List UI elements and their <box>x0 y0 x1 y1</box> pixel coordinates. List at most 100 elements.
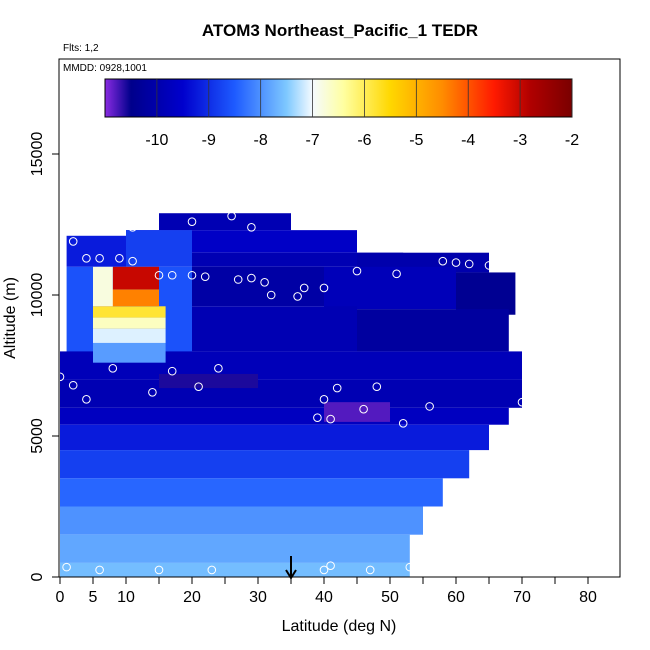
observation-point <box>148 387 157 397</box>
y-tick-label: 0 <box>29 572 46 581</box>
heatmap-cell <box>60 379 522 408</box>
observation-point <box>425 402 434 411</box>
plot-frame <box>58 58 621 578</box>
observation-point <box>68 237 78 246</box>
heatmap-cells <box>60 213 522 577</box>
observation-point <box>517 397 527 407</box>
heatmap-cell <box>93 317 166 329</box>
colorbar-gradient <box>104 78 573 118</box>
observation-point <box>247 223 256 232</box>
colorbar-tick-label: -8 <box>254 132 268 149</box>
colorbar-tick-label: -3 <box>513 132 527 149</box>
heatmap-cell <box>60 534 410 563</box>
heatmap-cell <box>93 266 113 307</box>
observation-point <box>504 262 514 272</box>
chart-title: ATOM3 Northeast_Pacific_1 TEDR <box>202 21 478 40</box>
marker-arrow-head <box>285 569 297 580</box>
observation-point <box>167 366 177 376</box>
x-tick-label: 40 <box>315 589 333 606</box>
flights-label: Flts: 1,2 <box>63 43 99 54</box>
x-tick-label: 70 <box>513 589 531 606</box>
observation-point <box>82 395 91 404</box>
heatmap-cell <box>60 506 423 535</box>
observation-point <box>266 290 276 300</box>
observation-point <box>451 258 461 267</box>
observation-point <box>438 256 448 266</box>
observation-point <box>55 372 65 382</box>
heatmap-cell <box>159 373 258 389</box>
observation-point <box>372 382 382 391</box>
observation-point <box>392 269 401 279</box>
heatmap-cell <box>60 424 489 451</box>
heatmap-cell <box>456 272 516 315</box>
observation-point <box>62 562 71 572</box>
heatmap-cell <box>93 342 166 363</box>
x-tick-label: 30 <box>249 589 267 606</box>
heatmap-cell <box>93 328 166 343</box>
observation-point <box>464 259 474 269</box>
x-tick-label: 20 <box>183 589 201 606</box>
observation-point <box>319 565 329 575</box>
x-tick-label: 10 <box>117 589 135 606</box>
heatmap-cell <box>324 402 390 422</box>
x-tick-label: 80 <box>579 589 597 606</box>
colorbar-tick-label: -2 <box>565 132 579 149</box>
x-tick-label: 0 <box>56 589 65 606</box>
heatmap-cell <box>159 213 291 231</box>
heatmap-cell <box>60 562 410 577</box>
observation-point <box>352 266 362 276</box>
heatmap-cell <box>60 407 509 425</box>
observation-point <box>128 223 137 232</box>
colorbar-tick-label: -4 <box>461 132 475 149</box>
observation-point <box>115 254 124 263</box>
heatmap-cell <box>126 230 192 267</box>
observation-point <box>319 395 329 404</box>
heatmap-cell <box>99 289 159 307</box>
observation-point <box>293 292 302 301</box>
colorbar-tick-label: -7 <box>305 132 319 149</box>
observation-point <box>194 382 203 391</box>
x-tick-label: 60 <box>447 589 465 606</box>
heatmap-cell <box>357 309 509 352</box>
observation-point <box>484 261 494 270</box>
observation-point <box>405 562 415 572</box>
colorbar-tick-label: -9 <box>202 132 216 149</box>
y-axis-label: Altitude (m) <box>2 277 19 359</box>
observation-point <box>313 413 322 422</box>
x-axis-label: Latitude (deg N) <box>282 618 397 635</box>
heatmap-cell <box>112 266 159 290</box>
heatmap-cell <box>192 306 357 352</box>
heatmap-cell <box>60 450 470 479</box>
observation-point <box>187 217 197 226</box>
heatmap-cell <box>93 306 166 318</box>
observation-point <box>108 364 118 373</box>
heatmap-cell <box>66 235 126 267</box>
observation-point <box>359 404 368 414</box>
observation-points <box>55 211 527 575</box>
observation-point <box>167 270 177 280</box>
heatmap-cell <box>60 478 443 507</box>
observation-point <box>207 565 217 575</box>
observation-point <box>95 254 104 263</box>
y-tick-label: 15000 <box>29 132 46 177</box>
observation-point <box>299 283 309 293</box>
observation-point <box>82 254 91 263</box>
observation-point <box>200 272 210 281</box>
colorbar-tick-label: -10 <box>145 132 168 149</box>
colorbar-tick-label: -6 <box>357 132 371 149</box>
colorbar: -10 -9 -8 -7 -6 -5 -4 -3 -2 <box>104 78 579 149</box>
x-tick-label: 50 <box>381 589 399 606</box>
observation-point <box>260 278 269 287</box>
observation-point <box>154 270 164 280</box>
observation-point <box>365 565 375 575</box>
heatmap-cell <box>192 266 324 307</box>
latitude-marker-arrow <box>285 556 297 580</box>
observation-point <box>332 383 342 393</box>
axes: 0 5 10 20 30 40 50 60 70 80 0 5000 10000 15000 <box>29 132 597 606</box>
observation-point <box>227 211 236 221</box>
observation-point <box>95 565 104 575</box>
observation-point <box>154 565 164 575</box>
y-tick-label: 5000 <box>29 418 46 454</box>
observation-point <box>247 273 256 283</box>
